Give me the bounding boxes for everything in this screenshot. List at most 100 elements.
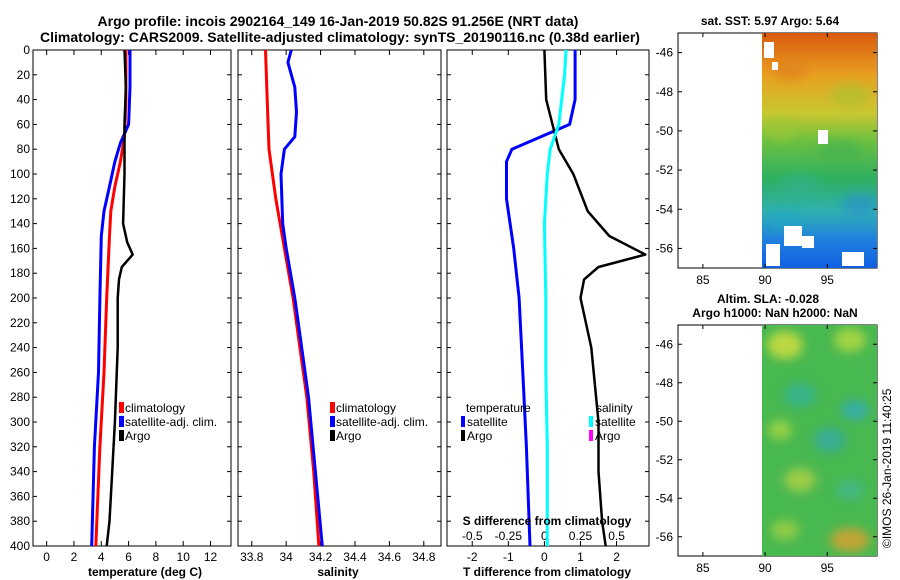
map-y-tick-label: -46 [656,337,674,351]
sst-texture [766,60,877,229]
legend-label-climatology: climatology [336,401,396,415]
depth-tick-label: 100 [10,167,30,181]
series-line-t-satellite [505,50,577,547]
depth-tick-label: 220 [10,316,30,330]
title-line-2: Climatology: CARS2009. Satellite-adjuste… [40,29,640,45]
depth-tick-label: 0 [23,43,30,57]
sst-cloud-mask [764,42,864,266]
difference-panel: -2 -1 0 1 2 -0.5 -0.25 0 0.25 0.5 T difference f… [446,49,650,579]
title-line-1: Argo profile: incois 2902164_149 16-Jan-… [98,13,579,29]
depth-tick-label: 20 [17,68,31,82]
temperature-panel: 0204060801001201401601802002202402602803… [10,43,232,579]
legend-swatch-climatology [119,402,124,413]
salinity-x-ticks: 33.8 34 34.2 34.4 34.6 34.8 [240,50,436,564]
map-y-tick-label: -50 [656,414,674,428]
x-tick-label: 2 [613,550,620,564]
legend-label-s-argo: Argo [595,429,621,443]
salinity-series [264,49,324,547]
depth-tick-label: 380 [10,514,30,528]
legend-label-satellite: satellite-adj. clim. [125,415,217,429]
salinity-legend: climatology satellite-adj. clim. Argo [330,401,428,443]
s-difference-tick-label: -0.5 [462,529,483,543]
map-x-tick-label: 95 [821,273,835,287]
depth-tick-label: 240 [10,341,30,355]
x-tick-label: 8 [153,550,160,564]
depth-tick-label: 300 [10,415,30,429]
sla-map-ticks: 85 90 95 -46 -48 -50 -52 -54 -56 [656,325,877,575]
depth-tick-label: 40 [17,93,31,107]
x-tick-label: 33.8 [240,550,264,564]
x-tick-label: 34.4 [343,550,367,564]
temperature-axes-frame [32,49,232,547]
map-y-tick-label: -52 [656,453,674,467]
x-tick-label: -1 [503,550,514,564]
legend-label-argo: Argo [336,429,362,443]
temperature-x-label: temperature (deg C) [88,565,202,579]
salinity-depth-ticks [238,49,441,547]
x-tick-label: -2 [467,550,478,564]
map-y-tick-label: -48 [656,85,674,99]
legend-label-s-satellite: satellite [595,415,636,429]
map-y-tick-label: -54 [656,491,674,505]
depth-tick-label: 360 [10,489,30,503]
legend-swatch-satellite [330,416,335,427]
sla-map-panel: Altim. SLA: -0.028 Argo h1000: NaN h2000… [656,292,878,575]
depth-tick-label: 180 [10,266,30,280]
legend-label-t-satellite: satellite [467,415,508,429]
depth-tick-label: 120 [10,192,30,206]
x-tick-label: 12 [204,550,218,564]
map-x-tick-label: 90 [758,561,772,575]
depth-tick-label: 80 [17,142,31,156]
depth-tick-label: 140 [10,217,30,231]
map-x-tick-label: 85 [696,561,710,575]
x-tick-label: 1 [577,550,584,564]
difference-legend: temperature salinity satellite Argo sate… [461,401,636,443]
s-difference-x-ticks: -0.5 -0.25 0 0.25 0.5 [462,529,625,543]
legend-swatch-s-satellite [589,416,593,427]
map-x-tick-label: 90 [758,273,772,287]
salinity-x-label: salinity [317,565,359,579]
legend-label-climatology: climatology [125,401,185,415]
x-tick-label: 10 [177,550,191,564]
difference-series [505,49,647,547]
depth-tick-label: 340 [10,465,30,479]
legend-title-temperature: temperature [466,401,531,415]
sla-map-title-1: Altim. SLA: -0.028 [717,292,819,306]
series-line-satellite [90,50,132,547]
x-tick-label: 34.8 [412,550,436,564]
salinity-axes-frame [237,49,442,547]
depth-tick-label: 60 [17,117,31,131]
sst-field [762,33,877,268]
legend-label-t-argo: Argo [467,429,493,443]
map-y-tick-label: -52 [656,163,674,177]
map-y-tick-label: -54 [656,202,674,216]
depth-tick-label: 260 [10,365,30,379]
legend-label-argo: Argo [125,429,151,443]
watermark: ©IMOS 26-Jan-2019 11:40:25 [880,388,894,548]
series-line-satellite [279,49,324,547]
x-tick-label: 34.2 [309,550,333,564]
series-line-climatology [264,49,321,547]
depth-ticks: 0 20 40 60 80 100 120 140 160 180 200 220 240 260 280 3… [10,43,231,553]
map-y-tick-label: -48 [656,376,674,390]
depth-tick-label: 160 [10,241,30,255]
t-difference-x-label: T difference from climatology [463,565,631,579]
s-difference-tick-label: 0 [541,529,548,543]
temperature-legend: climatology satellite-adj. clim. Argo [119,401,217,443]
x-tick-label: 4 [98,550,105,564]
x-tick-label: 0 [43,550,50,564]
temperature-series [90,49,134,547]
depth-tick-label: 200 [10,291,30,305]
map-y-tick-label: -46 [656,46,674,60]
x-tick-label: 34 [279,550,293,564]
salinity-panel: 33.8 34 34.2 34.4 34.6 34.8 salinity climatol… [237,49,442,579]
legend-label-satellite: satellite-adj. clim. [336,415,428,429]
map-y-tick-label: -50 [656,124,674,138]
legend-swatch-satellite [119,416,124,427]
sst-map-panel: sat. SST: 5.97 Argo: 5.64 [656,14,878,287]
s-difference-tick-label: 0.25 [569,529,593,543]
sla-texture [767,328,870,552]
map-x-tick-label: 85 [696,273,710,287]
legend-swatch-s-argo [589,430,593,441]
